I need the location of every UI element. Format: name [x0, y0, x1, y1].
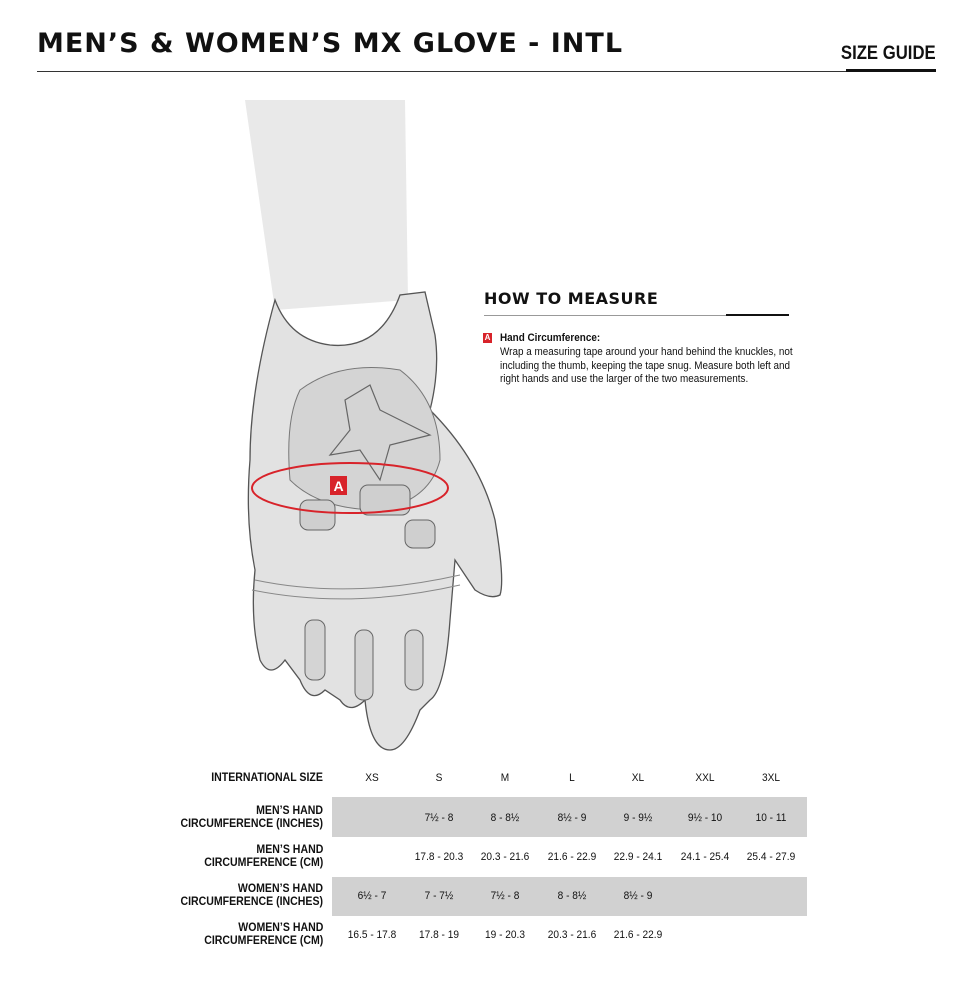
row-shade	[332, 877, 807, 916]
size-header: M	[500, 772, 510, 784]
table-cell: 8 - 8½	[490, 812, 520, 824]
row-label-line1: WOMEN’S HAND	[237, 920, 323, 934]
table-cell: 24.1 - 25.4	[680, 851, 730, 863]
row-label: MEN’S HAND CIRCUMFERENCE (CM)	[204, 843, 323, 869]
page-title: MEN’S & WOMEN’S MX GLOVE - INTL	[37, 28, 624, 59]
row-label-line2: CIRCUMFERENCE (INCHES)	[180, 894, 323, 908]
table-cell: 22.9 - 24.1	[613, 851, 663, 863]
size-guide-label: SIZE GUIDE	[841, 43, 936, 64]
table-cell: 7½ - 8	[424, 812, 454, 824]
table-cell: 9½ - 10	[687, 812, 723, 824]
size-header: S	[435, 772, 443, 784]
heading-accent-bar	[726, 314, 789, 316]
header-label: INTERNATIONAL SIZE	[211, 770, 323, 784]
table-cell: 17.8 - 20.3	[414, 851, 464, 863]
row-label: WOMEN’S HAND CIRCUMFERENCE (INCHES)	[180, 882, 323, 908]
measure-label: Hand Circumference:	[500, 332, 601, 344]
how-to-measure-heading: HOW TO MEASURE	[484, 289, 659, 308]
row-label-line2: CIRCUMFERENCE (INCHES)	[180, 816, 323, 830]
table-cell: 21.6 - 22.9	[547, 851, 597, 863]
table-cell: 20.3 - 21.6	[547, 929, 597, 941]
table-cell: 7½ - 8	[490, 890, 520, 902]
row-label: WOMEN’S HAND CIRCUMFERENCE (CM)	[204, 921, 323, 947]
size-header: L	[569, 772, 575, 784]
svg-text:A: A	[333, 478, 343, 494]
table-cell: 25.4 - 27.9	[746, 851, 796, 863]
marker-a-icon: A	[483, 333, 492, 343]
marker-a-badge	[330, 476, 347, 495]
table-cell: 16.5 - 17.8	[347, 929, 397, 941]
row-shade	[332, 797, 807, 837]
row-label-line2: CIRCUMFERENCE (CM)	[203, 855, 323, 869]
row-label-line2: CIRCUMFERENCE (CM)	[203, 933, 323, 947]
size-header: XL	[631, 772, 645, 784]
row-label-line1: WOMEN’S HAND	[237, 881, 323, 895]
table-cell: 6½ - 7	[357, 890, 387, 902]
glove-illustration: A	[245, 100, 503, 751]
heading-divider	[484, 315, 789, 316]
table-cell: 8 - 8½	[557, 890, 587, 902]
header-accent-bar	[846, 69, 936, 72]
row-label-line1: MEN’S HAND	[256, 842, 323, 856]
table-cell: 19 - 20.3	[485, 929, 525, 941]
size-header: XS	[365, 772, 379, 784]
row-label-line1: MEN’S HAND	[256, 803, 323, 817]
table-cell: 7 - 7½	[424, 890, 454, 902]
row-label: MEN’S HAND CIRCUMFERENCE (INCHES)	[180, 804, 323, 830]
measure-tape-line	[251, 462, 449, 514]
measure-description: Wrap a measuring tape around your hand b…	[500, 346, 793, 385]
table-cell: 8½ - 9	[557, 812, 587, 824]
table-cell: 9 - 9½	[623, 812, 653, 824]
size-header: XXL	[695, 772, 715, 784]
size-header: 3XL	[761, 772, 780, 784]
table-cell: 21.6 - 22.9	[613, 929, 663, 941]
header-divider	[37, 71, 936, 72]
table-cell: 8½ - 9	[623, 890, 653, 902]
table-cell: 20.3 - 21.6	[480, 851, 530, 863]
table-cell: 10 - 11	[755, 812, 787, 824]
table-cell: 17.8 - 19	[419, 929, 459, 941]
